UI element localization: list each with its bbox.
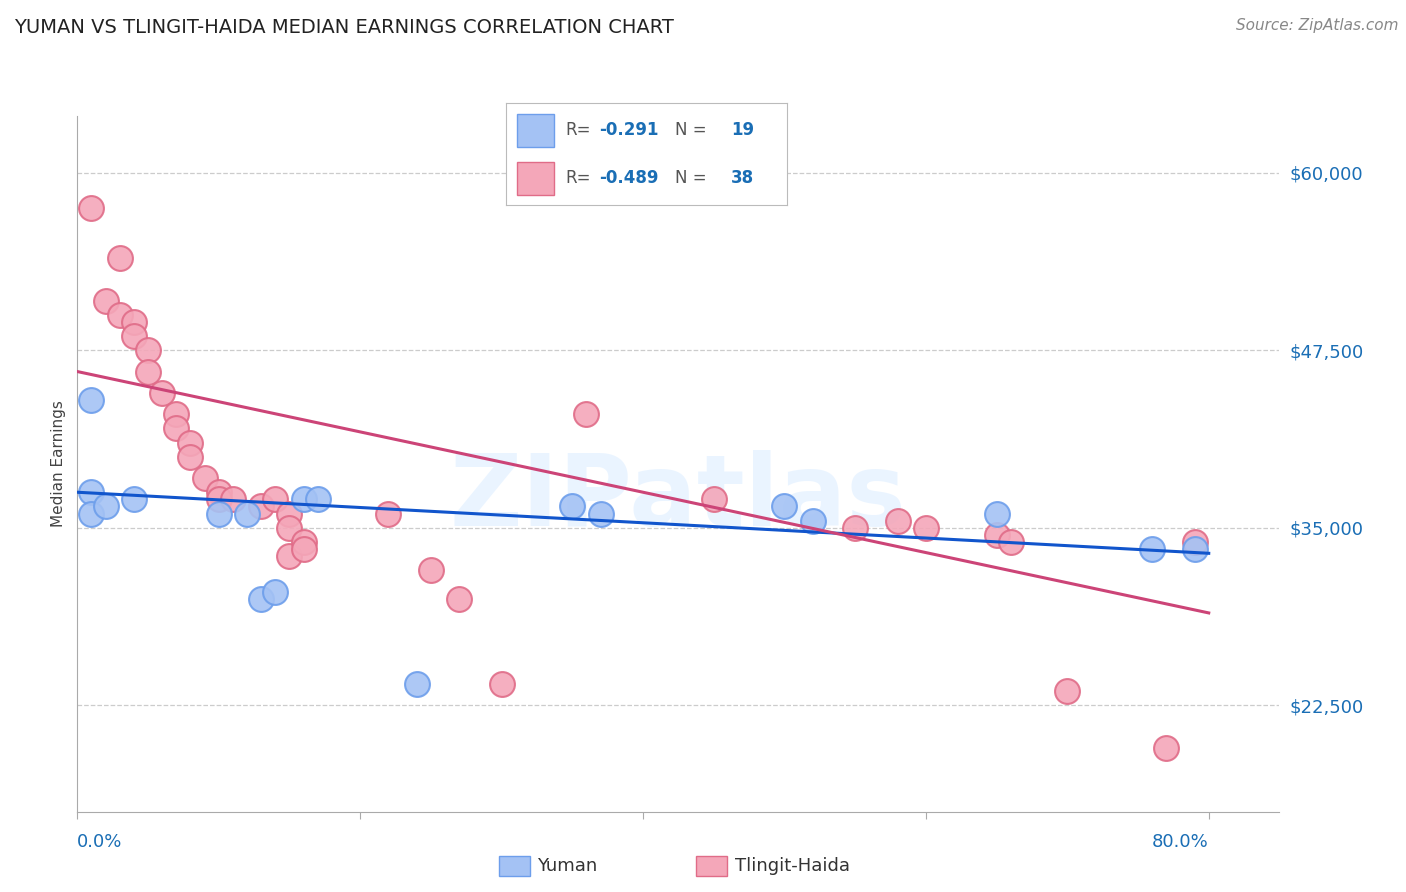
Point bbox=[292, 492, 315, 507]
Point bbox=[307, 492, 329, 507]
Point bbox=[986, 528, 1008, 542]
Text: ZIPatlas: ZIPatlas bbox=[450, 450, 907, 547]
Point bbox=[449, 591, 471, 606]
Point bbox=[165, 407, 187, 421]
Point bbox=[108, 251, 131, 265]
Point bbox=[122, 329, 145, 343]
Point bbox=[589, 507, 612, 521]
Bar bbox=[517, 114, 554, 146]
Point bbox=[236, 507, 259, 521]
Point bbox=[986, 507, 1008, 521]
Point bbox=[80, 392, 103, 407]
Point bbox=[208, 507, 231, 521]
Text: 80.0%: 80.0% bbox=[1152, 833, 1209, 851]
Point bbox=[122, 492, 145, 507]
Point bbox=[150, 385, 173, 400]
Point bbox=[165, 421, 187, 435]
Text: 38: 38 bbox=[731, 169, 754, 187]
Point bbox=[264, 584, 287, 599]
Point bbox=[250, 591, 273, 606]
Point bbox=[561, 500, 583, 514]
Text: N =: N = bbox=[675, 121, 706, 139]
Point bbox=[80, 485, 103, 500]
Point bbox=[405, 677, 427, 691]
Text: R=: R= bbox=[565, 121, 591, 139]
Point bbox=[208, 492, 231, 507]
Text: Tlingit-Haida: Tlingit-Haida bbox=[735, 857, 851, 875]
Bar bbox=[517, 162, 554, 194]
Text: N =: N = bbox=[675, 169, 706, 187]
Point bbox=[278, 521, 301, 535]
Point bbox=[419, 563, 441, 577]
Text: 0.0%: 0.0% bbox=[77, 833, 122, 851]
Point bbox=[264, 492, 287, 507]
Point bbox=[1000, 535, 1022, 549]
Point bbox=[1156, 740, 1178, 755]
Point bbox=[377, 507, 399, 521]
Point bbox=[94, 500, 117, 514]
Point bbox=[208, 485, 231, 500]
Point bbox=[80, 201, 103, 215]
Point bbox=[136, 343, 159, 358]
Point bbox=[915, 521, 938, 535]
Point bbox=[292, 535, 315, 549]
Text: R=: R= bbox=[565, 169, 591, 187]
Text: -0.489: -0.489 bbox=[599, 169, 658, 187]
Point bbox=[1184, 535, 1206, 549]
Point bbox=[703, 492, 725, 507]
Point bbox=[801, 514, 824, 528]
Point bbox=[1140, 542, 1163, 557]
Point bbox=[278, 549, 301, 563]
Point bbox=[94, 293, 117, 308]
Y-axis label: Median Earnings: Median Earnings bbox=[51, 401, 66, 527]
Point bbox=[886, 514, 908, 528]
Text: 19: 19 bbox=[731, 121, 754, 139]
Point bbox=[1184, 542, 1206, 557]
Point bbox=[108, 308, 131, 322]
Text: Yuman: Yuman bbox=[537, 857, 598, 875]
Text: -0.291: -0.291 bbox=[599, 121, 658, 139]
Text: YUMAN VS TLINGIT-HAIDA MEDIAN EARNINGS CORRELATION CHART: YUMAN VS TLINGIT-HAIDA MEDIAN EARNINGS C… bbox=[14, 18, 673, 37]
Point bbox=[122, 315, 145, 329]
Text: Source: ZipAtlas.com: Source: ZipAtlas.com bbox=[1236, 18, 1399, 33]
Point bbox=[844, 521, 866, 535]
Point bbox=[575, 407, 598, 421]
Point bbox=[222, 492, 245, 507]
Point bbox=[194, 471, 217, 485]
Point bbox=[491, 677, 513, 691]
Point bbox=[80, 507, 103, 521]
Point bbox=[292, 542, 315, 557]
Point bbox=[179, 450, 201, 464]
Point bbox=[250, 500, 273, 514]
Point bbox=[179, 435, 201, 450]
Point bbox=[278, 507, 301, 521]
Point bbox=[773, 500, 796, 514]
Point bbox=[1056, 684, 1078, 698]
Point bbox=[136, 365, 159, 379]
